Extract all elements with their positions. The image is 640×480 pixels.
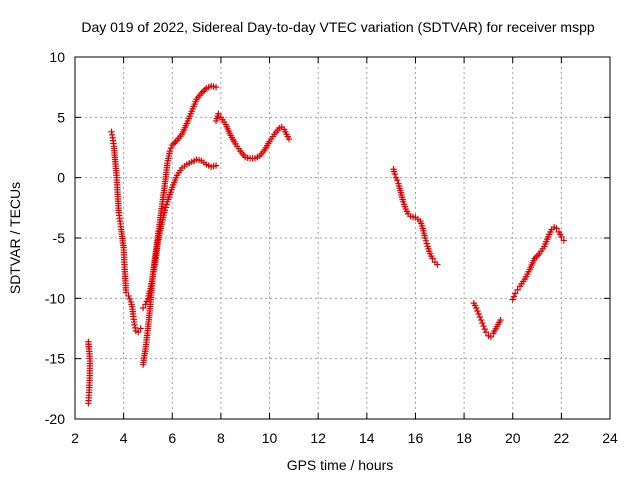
series-seg5 <box>212 110 293 162</box>
data-point <box>131 321 138 329</box>
data-point <box>161 207 169 214</box>
chart-title: Day 019 of 2022, Sidereal Day-to-day VTE… <box>81 19 594 35</box>
data-point <box>560 237 567 244</box>
data-point <box>487 333 495 341</box>
data-point <box>135 328 142 336</box>
data-point-fill <box>476 313 484 321</box>
data-point-fill <box>143 298 150 305</box>
series-seg7 <box>470 299 504 341</box>
data-point <box>514 286 521 294</box>
series-seg3 <box>139 82 220 368</box>
data-point <box>108 128 115 136</box>
plot-frame <box>74 56 611 420</box>
data-point <box>482 328 490 336</box>
data-point <box>85 343 92 350</box>
series-seg2 <box>108 128 144 336</box>
data-point-fill <box>126 295 133 303</box>
data-point <box>511 290 519 297</box>
data-point <box>169 141 176 149</box>
data-point-fill <box>510 293 518 300</box>
data-point <box>137 325 144 332</box>
data-point-fill <box>474 307 481 315</box>
data-points <box>85 82 567 407</box>
data-point-fill <box>167 144 175 152</box>
series-seg8 <box>509 223 567 303</box>
y-axis-label: SDTVAR / TECUs <box>7 182 23 294</box>
y-tick-label: -10 <box>45 290 65 306</box>
data-point-fill <box>172 138 179 146</box>
data-point <box>125 292 132 300</box>
x-tick-label: 22 <box>554 430 570 446</box>
data-point <box>212 162 220 169</box>
x-axis-label: GPS time / hours <box>287 457 394 473</box>
x-tick-label: 2 <box>71 430 79 446</box>
data-point <box>473 304 480 312</box>
y-tick-labels: -20 -15 -10 -5 0 5 10 <box>45 49 65 427</box>
series-seg4 <box>139 156 220 312</box>
data-point-fill <box>131 324 139 332</box>
data-point-fill <box>481 325 488 333</box>
data-point <box>394 176 401 184</box>
data-point <box>285 135 293 143</box>
series-seg1 <box>85 338 94 407</box>
data-point <box>434 261 441 268</box>
y-tick-label: -20 <box>45 411 65 427</box>
x-tick-label: 12 <box>310 430 326 446</box>
data-point-fill <box>534 252 542 259</box>
data-point-fill <box>163 201 170 208</box>
series-seg6 <box>390 166 441 268</box>
data-point-fill <box>199 88 207 95</box>
data-point <box>553 225 560 232</box>
x-tick-label: 10 <box>262 430 278 446</box>
data-point <box>391 170 398 178</box>
data-point <box>480 322 487 330</box>
x-tick-label: 24 <box>602 430 618 446</box>
data-point <box>212 83 220 91</box>
data-point <box>558 233 565 240</box>
data-point-fill <box>422 237 430 245</box>
x-tick-label: 8 <box>217 430 225 446</box>
x-tick-label: 4 <box>120 430 128 446</box>
data-point <box>166 147 174 155</box>
data-point-fill <box>479 319 486 327</box>
data-point <box>215 110 222 117</box>
x-tick-labels: 2 4 6 8 10 12 14 16 18 20 22 24 <box>71 430 618 446</box>
data-point-fill <box>108 131 116 139</box>
data-point <box>429 255 436 262</box>
data-point-fill <box>162 204 169 211</box>
x-tick-label: 14 <box>359 430 375 446</box>
x-tick-label: 20 <box>505 430 521 446</box>
y-tick-label: -15 <box>45 351 65 367</box>
data-point <box>475 310 482 318</box>
data-point <box>122 289 130 296</box>
data-point <box>139 304 147 312</box>
data-point-fill <box>423 240 431 247</box>
data-point <box>497 316 504 324</box>
data-point <box>509 296 516 303</box>
y-tick-label: 5 <box>57 109 65 125</box>
x-tick-label: 18 <box>456 430 472 446</box>
data-point <box>477 316 485 324</box>
x-tick-label: 6 <box>168 430 176 446</box>
data-point <box>421 234 429 242</box>
y-tick-label: 10 <box>49 49 65 65</box>
data-point <box>142 301 149 308</box>
y-tick-label: 0 <box>57 170 65 186</box>
y-tick-label: -5 <box>53 230 66 246</box>
x-tick-label: 16 <box>408 430 424 446</box>
